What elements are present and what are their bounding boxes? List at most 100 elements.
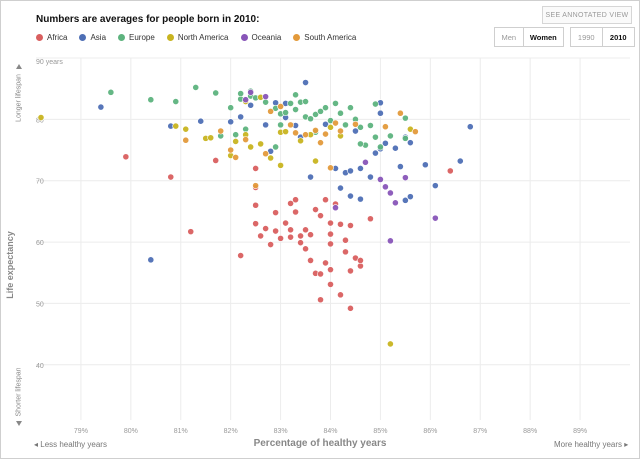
data-point-oceania [391, 199, 399, 207]
data-point-oceania [247, 88, 255, 96]
data-point-africa [287, 200, 294, 207]
data-point-europe [372, 133, 379, 141]
legend-item-africa[interactable]: Africa [36, 33, 67, 42]
legend-item-asia[interactable]: Asia [79, 33, 106, 42]
data-point-oceania [332, 204, 339, 212]
data-point-europe [277, 121, 284, 129]
x-tick-label: 89% [573, 428, 587, 435]
data-point-europe [357, 123, 364, 131]
data-point-oceania [387, 237, 394, 245]
data-point-south-america [287, 121, 294, 129]
gender-toggle: Men Women [494, 27, 564, 47]
y-tick-label: 60 [36, 240, 44, 247]
data-point-south-america [322, 130, 329, 138]
y-tick-label: 70 [36, 179, 44, 186]
data-point-south-america [252, 182, 260, 190]
data-point-europe [367, 122, 374, 129]
data-point-north-america [207, 134, 215, 142]
legend-item-europe[interactable]: Europe [118, 33, 155, 42]
data-point-south-america [332, 119, 339, 127]
more-healthy-years-label: More healthy years ▸ [554, 440, 629, 449]
men-button[interactable]: Men [495, 28, 524, 46]
data-point-africa [287, 233, 294, 241]
data-point-africa [297, 232, 304, 240]
x-tick-label: 83% [274, 428, 288, 435]
data-point-europe [401, 114, 409, 122]
data-point-africa [302, 245, 309, 253]
legend: Africa Asia Europe North America Oceania Sout… [36, 33, 356, 42]
x-tick-label: 88% [523, 428, 537, 435]
legend-item-north-america[interactable]: North America [166, 33, 229, 42]
data-point-asia [322, 120, 329, 128]
data-point-asia [237, 113, 245, 121]
legend-dot-icon [118, 34, 126, 41]
data-point-europe [337, 109, 344, 117]
legend-label: Oceania [251, 33, 282, 42]
data-point-north-america [172, 122, 180, 130]
data-point-asia [347, 192, 354, 200]
x-tick-label: 81% [174, 428, 188, 435]
data-point-oceania [362, 158, 369, 166]
data-point-north-america [232, 138, 240, 145]
data-point-asia [147, 256, 155, 264]
x-tick-label: 85% [373, 428, 387, 435]
data-point-oceania [431, 214, 439, 222]
data-point-oceania [401, 174, 409, 182]
data-point-north-america [277, 161, 284, 169]
year-toggle: 1990 2010 [570, 27, 635, 47]
y-tick-label: 40 [36, 363, 44, 370]
data-point-south-america [312, 126, 319, 134]
x-tick-label: 80% [124, 428, 138, 435]
legend-dot-icon [79, 34, 87, 41]
data-point-africa [167, 173, 175, 181]
data-point-asia [262, 121, 270, 129]
legend-label: Africa [47, 33, 68, 42]
data-point-africa [347, 304, 354, 312]
data-point-south-america [352, 120, 359, 128]
legend-item-south-america[interactable]: South America [293, 33, 356, 42]
data-point-south-america [232, 153, 240, 161]
y-axis-longer-lifespan-label: Longer lifespan [15, 74, 23, 122]
legend-dot-icon [240, 34, 248, 41]
data-point-africa [322, 196, 329, 204]
data-point-africa [347, 222, 354, 229]
data-point-asia [347, 167, 354, 175]
legend-item-oceania[interactable]: Oceania [240, 33, 282, 42]
data-point-africa [272, 227, 279, 235]
data-point-europe [387, 132, 394, 140]
data-point-europe [107, 88, 115, 96]
women-button[interactable]: Women [523, 28, 563, 46]
data-point-asia [391, 144, 399, 152]
data-point-north-america [282, 128, 289, 136]
arrow-down-icon [16, 421, 22, 426]
data-point-europe [292, 91, 299, 99]
data-point-africa [252, 220, 260, 228]
data-point-europe [282, 109, 289, 117]
data-point-south-america [182, 136, 190, 144]
year-2010-button[interactable]: 2010 [602, 28, 634, 46]
data-point-europe [287, 100, 294, 107]
x-tick-label: 86% [423, 428, 437, 435]
see-annotated-view-button[interactable]: SEE ANNOTATED VIEW [542, 6, 632, 24]
data-point-europe [232, 131, 240, 139]
legend-dot-icon [36, 34, 43, 41]
data-point-south-america [337, 127, 344, 135]
data-point-africa [337, 220, 344, 228]
data-point-europe [147, 96, 155, 104]
data-point-south-america [267, 107, 275, 115]
legend-label: Asia [90, 33, 107, 42]
data-point-asia [377, 109, 384, 117]
data-point-africa [446, 167, 454, 175]
data-point-africa [327, 240, 334, 248]
chart-headline: Numbers are averages for people born in … [36, 14, 260, 25]
data-point-asia [307, 173, 314, 181]
data-point-north-america [257, 140, 265, 148]
data-point-africa [267, 241, 275, 248]
data-point-africa [347, 267, 354, 275]
data-point-south-america [411, 128, 419, 136]
data-point-africa [322, 259, 329, 267]
year-1990-button[interactable]: 1990 [571, 28, 603, 46]
data-point-south-america [262, 150, 270, 158]
data-point-south-america [242, 136, 250, 144]
